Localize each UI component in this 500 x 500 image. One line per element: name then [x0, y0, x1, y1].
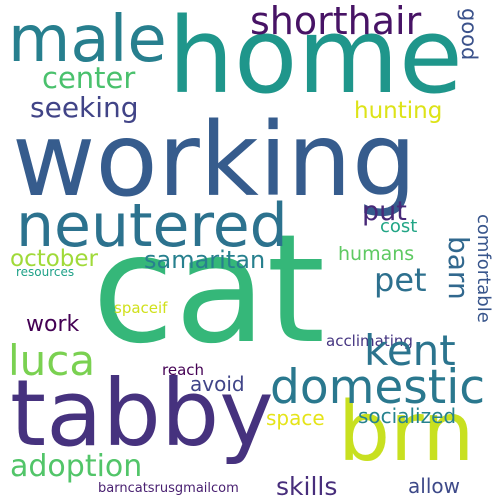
word-allow: allow — [408, 474, 460, 498]
word-neutered: neutered — [16, 191, 288, 261]
word-barncatsrusgmailcom: barncatsrusgmailcom — [98, 481, 239, 496]
word-seeking: seeking — [30, 91, 139, 124]
word-reach: reach — [162, 361, 205, 379]
word-humans: humans — [338, 243, 415, 265]
word-avoid: avoid — [190, 372, 245, 396]
word-acclimating: acclimating — [326, 332, 413, 350]
word-put: put — [362, 196, 407, 227]
word-home: home — [168, 0, 463, 117]
word-brn: brn — [338, 385, 475, 480]
word-socialized: socialized — [358, 404, 457, 428]
word-barn: barn — [442, 236, 475, 300]
word-cat: cat — [92, 203, 326, 377]
word-adoption: adoption — [10, 449, 143, 484]
word-luca: luca — [8, 336, 96, 385]
word-working: working — [12, 101, 417, 220]
word-shorthair: shorthair — [250, 0, 422, 43]
word-pet: pet — [374, 261, 427, 299]
word-samaritan: samaritan — [144, 246, 266, 274]
word-spaceif: spaceif — [114, 299, 168, 317]
word-comfortable: comfortable — [473, 214, 494, 323]
word-space: space — [266, 406, 325, 430]
word-domestic: domestic — [270, 360, 486, 415]
word-tabby: tabby — [10, 360, 274, 467]
word-kent: kent — [364, 326, 456, 375]
word-center: center — [42, 61, 136, 95]
word-work: work — [26, 312, 80, 337]
word-cost: cost — [380, 216, 418, 237]
word-resources: resources — [16, 265, 75, 279]
word-skills: skills — [276, 472, 338, 500]
word-male: male — [8, 3, 167, 77]
word-hunting: hunting — [354, 98, 443, 124]
word-october: october — [10, 246, 99, 272]
word-good: good — [457, 8, 481, 61]
